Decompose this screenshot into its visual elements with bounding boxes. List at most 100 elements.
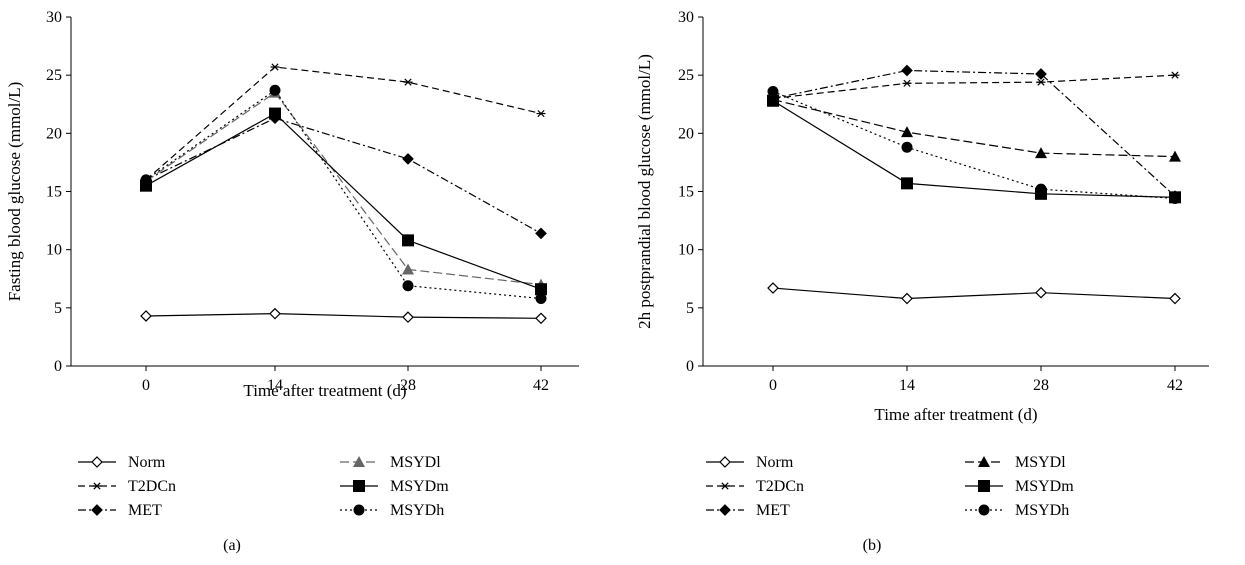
series-t2dcn [141,63,546,184]
x-tick-label: 28 [400,377,416,394]
series-norm [140,307,547,325]
chart-panel-a: 0 5 10 15 20 25 30 0 14 28 42 Time after treatment … [5,9,579,554]
y-tick-label: 10 [678,242,694,259]
data-point [902,79,912,87]
data-point [535,227,547,240]
legend-item: MET [78,502,162,519]
legend-item: T2DCn [78,478,176,495]
x-tick-label: 14 [899,377,915,394]
data-point [402,234,414,247]
data-point [402,263,414,275]
x-tick-label: 0 [142,377,150,394]
legend: Norm T2DCn MET MSYDl MSYDm MSYDh [706,454,1074,519]
series-line [145,66,542,181]
series-msydl [140,86,547,290]
data-point [403,78,413,86]
legend-marker [978,480,990,492]
data-point [1035,68,1047,80]
panel-label: (b) [863,537,882,554]
legend-item: MSYDm [965,478,1074,495]
y-tick-label: 15 [678,184,694,201]
series-line [145,117,542,234]
series-line [772,69,1176,197]
legend-marker [91,504,103,516]
y-axis-title: 2h postprandial blood glucose (mmol/L) [635,54,654,329]
data-point [901,126,913,138]
y-tick-label: 5 [54,300,62,317]
legend-marker [719,504,731,516]
legend-label: Norm [756,454,794,471]
data-point [1169,150,1181,162]
y-tick-label: 15 [46,184,62,201]
y-tick-label: 30 [678,9,694,26]
x-tick-label: 42 [533,377,549,394]
series-msydm [767,94,1181,204]
legend-marker [978,504,990,516]
x-tick-label: 0 [769,377,777,394]
series-msydm [140,107,547,296]
legend-item: MSYDl [965,454,1066,471]
legend-label: T2DCn [128,478,176,495]
data-point [270,63,280,71]
legend-label: MSYDl [1015,454,1066,471]
series-norm [767,282,1181,305]
data-point [901,64,913,77]
legend-item: Norm [706,454,794,471]
legend-label: T2DCn [756,478,804,495]
x-tick-label: 42 [1167,377,1183,394]
data-point [535,283,547,296]
y-tick-label: 25 [678,67,694,84]
legend-marker [353,504,365,516]
data-point [767,282,779,294]
legend-marker [978,456,990,467]
legend-marker [92,482,102,490]
data-point [901,177,913,190]
y-tick-label: 10 [46,242,62,259]
data-point [767,94,779,107]
data-point [269,307,281,320]
series-line [145,313,542,319]
data-point [901,141,913,153]
legend-item: MSYDm [340,478,449,495]
series-line [772,99,1176,158]
series-msydh [140,84,547,305]
series-met [767,64,1181,203]
y-tick-label: 20 [678,125,694,142]
legend-item: MET [706,502,790,519]
legend-label: MET [756,502,790,519]
y-axis-title: Fasting blood glucose (mmol/L) [5,82,24,302]
panel-label: (a) [223,537,241,554]
data-point [269,84,281,96]
legend-label: MSYDh [390,502,444,519]
legend-label: MET [128,502,162,519]
legend-label: Norm [128,454,166,471]
legend-item: T2DCn [706,478,804,495]
data-point [140,310,152,322]
series-t2dcn [768,71,1180,103]
series-msydl [767,93,1181,162]
legend-label: MSYDh [1015,502,1069,519]
x-tick-label: 14 [267,377,283,394]
y-tick-label: 30 [46,9,62,26]
legend-marker [353,456,365,467]
data-point [402,153,414,165]
chart-panel-b: 0 5 10 15 20 25 30 0 14 28 42 Time after treatment … [635,9,1209,554]
x-axis-title: Time after treatment (d) [243,381,406,400]
series-line [772,100,1176,198]
y-tick-label: 0 [54,358,62,375]
series-line [145,89,542,300]
data-point [1035,147,1047,159]
series-met [140,112,547,240]
data-point [535,312,547,325]
series-line [772,90,1176,200]
y-tick-label: 20 [46,125,62,142]
data-point [402,280,414,292]
data-point [1035,286,1047,299]
data-point [1170,71,1180,79]
series-line [145,112,542,290]
series-line [145,91,542,286]
legend-item: MSYDl [340,454,441,471]
y-tick-label: 25 [46,67,62,84]
x-axis-title: Time after treatment (d) [874,405,1037,424]
